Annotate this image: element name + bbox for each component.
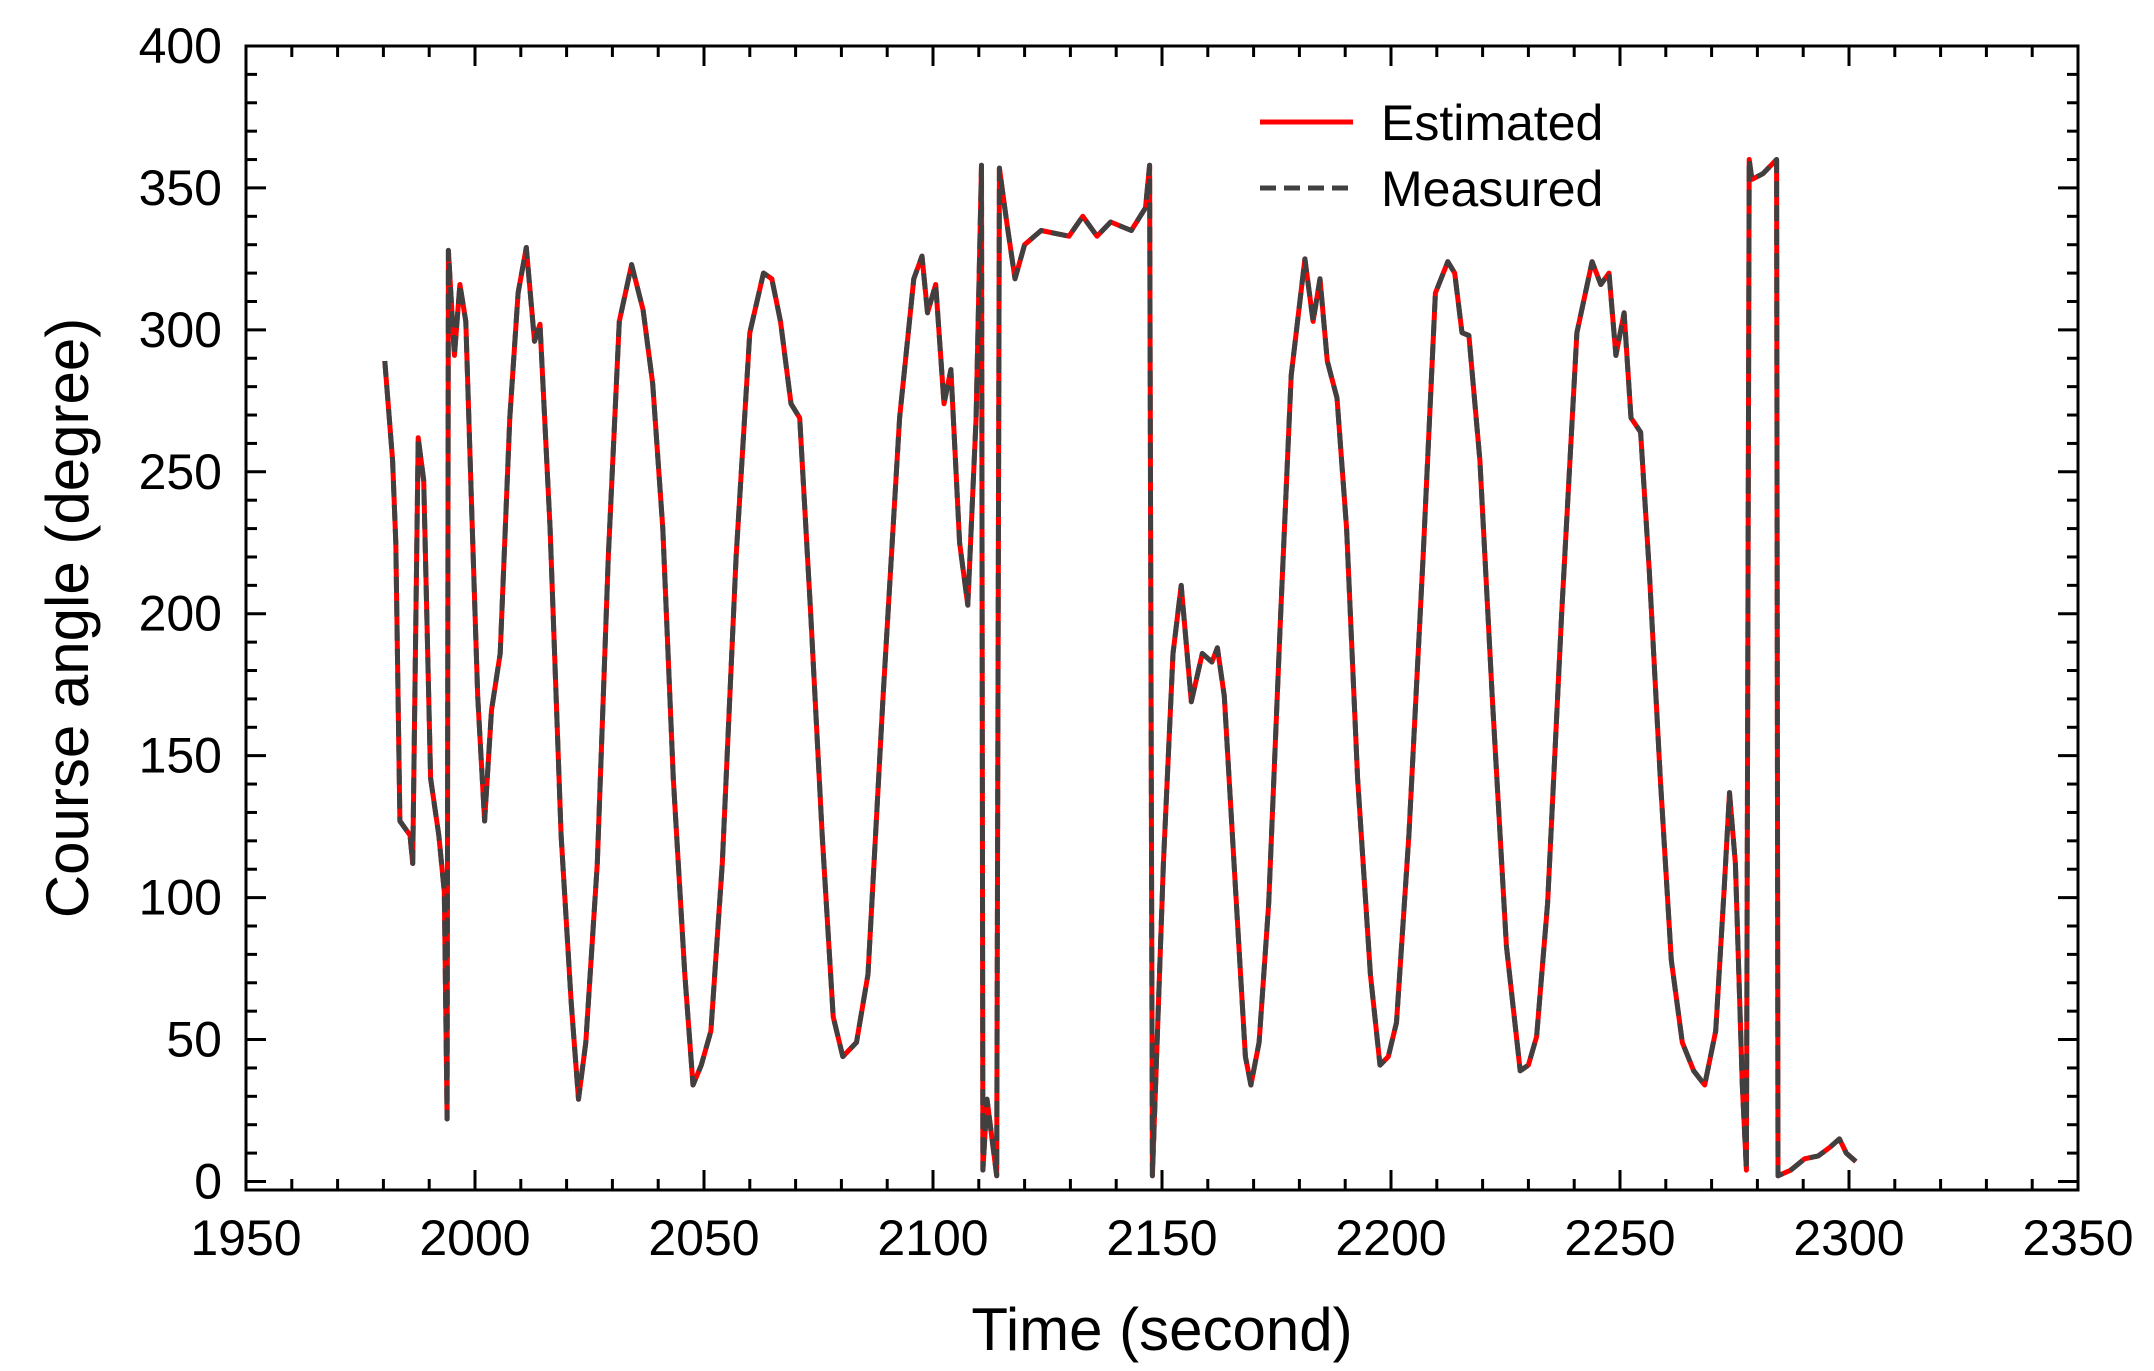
y-tick-label: 100: [139, 870, 222, 926]
y-tick-label: 350: [139, 160, 222, 216]
x-tick-label: 2250: [1564, 1210, 1675, 1266]
x-axis-label: Time (second): [971, 1296, 1352, 1363]
x-tick-label: 2200: [1335, 1210, 1446, 1266]
x-tick-label: 2150: [1106, 1210, 1217, 1266]
x-tick-label: 2000: [419, 1210, 530, 1266]
y-tick-label: 200: [139, 586, 222, 642]
series-line: [382, 157, 1858, 1179]
legend-label: Measured: [1381, 161, 1603, 217]
plot-frame: [244, 44, 2080, 1192]
y-axis-label: Course angle (degree): [34, 318, 101, 918]
x-tick-label: 1950: [190, 1210, 301, 1266]
x-tick-label: 2050: [648, 1210, 759, 1266]
y-tick-label: 0: [194, 1153, 222, 1209]
y-tick-label: 400: [139, 18, 222, 74]
y-tick-label: 300: [139, 302, 222, 358]
y-tick-label: 150: [139, 728, 222, 784]
x-tick-label: 2300: [1793, 1210, 1904, 1266]
x-tick-label: 2350: [2022, 1210, 2133, 1266]
x-tick-label: 2100: [877, 1210, 988, 1266]
legend-label: Estimated: [1381, 95, 1603, 151]
y-tick-label: 50: [166, 1012, 222, 1068]
y-tick-label: 250: [139, 444, 222, 500]
